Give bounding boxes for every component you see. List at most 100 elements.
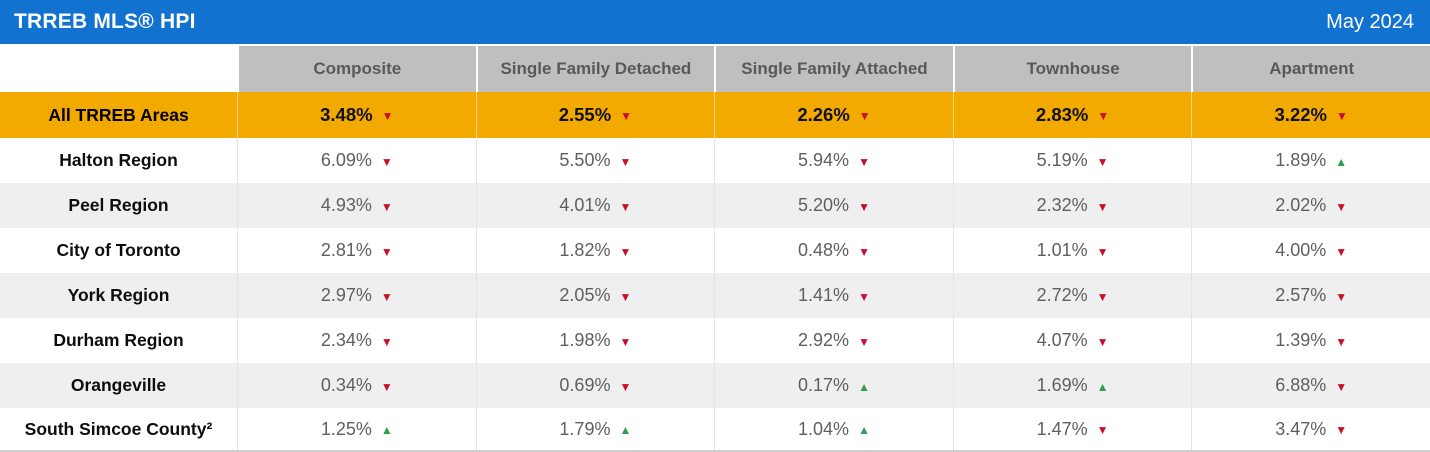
value-text: 0.69% — [559, 375, 611, 395]
column-header-townhouse: Townhouse — [952, 46, 1192, 92]
value-cell: 0.34% ▼ — [237, 363, 476, 408]
trend-arrow-icon: ▼ — [380, 154, 393, 169]
trend-arrow-icon: ▼ — [858, 199, 870, 214]
value-cell: 2.92% ▼ — [714, 318, 953, 363]
table-row-york-region: York Region 2.97% ▼ 2.05% ▼ 1.41% ▼ 2.72% ▼ … — [0, 273, 1430, 318]
table-row-all-trreb-areas: All TRREB Areas 3.48% ▼ 2.55% ▼ 2.26% ▼ 2.8… — [0, 92, 1430, 138]
value-cell: 5.94% ▼ — [714, 138, 953, 183]
value-cell: 1.79% ▲ — [475, 408, 715, 450]
trend-arrow-icon: ▼ — [380, 199, 393, 214]
table-row-peel-region: Peel Region 4.93% ▼ 4.01% ▼ 5.20% ▼ 2.32% ▼ … — [0, 183, 1430, 228]
value-cell: 0.69% ▼ — [475, 363, 715, 408]
value-cell: 2.05% ▼ — [475, 273, 715, 318]
trend-arrow-icon: ▼ — [1096, 423, 1109, 437]
trend-arrow-icon: ▼ — [619, 334, 632, 349]
value-cell: 1.82% ▼ — [475, 228, 715, 273]
value-text: 1.39% — [1275, 330, 1327, 350]
trend-arrow-icon: ▼ — [858, 334, 870, 349]
value-cell: 4.07% ▼ — [952, 318, 1192, 363]
value-cell: 2.26% ▼ — [714, 92, 953, 138]
value-text: 2.05% — [559, 285, 611, 305]
trend-arrow-icon: ▼ — [1335, 423, 1348, 437]
trend-arrow-icon: ▼ — [1335, 334, 1348, 349]
column-header-row: Composite Single Family Detached Single … — [0, 44, 1430, 92]
trend-arrow-icon: ▼ — [1097, 109, 1110, 123]
trend-arrow-icon: ▼ — [858, 244, 870, 259]
page-title: TRREB MLS® HPI — [14, 10, 196, 33]
trend-arrow-icon: ▼ — [858, 289, 870, 304]
trend-arrow-icon: ▼ — [381, 109, 394, 123]
value-text: 4.01% — [559, 195, 611, 215]
value-text: 1.79% — [559, 418, 611, 439]
value-text: 1.98% — [559, 330, 611, 350]
region-label: York Region — [67, 285, 170, 305]
value-cell: 1.41% ▼ — [714, 273, 953, 318]
value-cell: 2.55% ▼ — [475, 92, 715, 138]
trend-arrow-icon: ▼ — [1096, 199, 1109, 214]
trend-arrow-icon: ▼ — [1096, 244, 1109, 259]
region-label: All TRREB Areas — [48, 104, 189, 125]
value-text: 4.93% — [320, 195, 372, 215]
value-text: 2.26% — [797, 104, 850, 125]
trend-arrow-icon: ▼ — [1335, 289, 1348, 304]
value-cell: 1.69% ▲ — [952, 363, 1192, 408]
value-cell: 5.19% ▼ — [952, 138, 1192, 183]
value-cell: 6.09% ▼ — [237, 138, 476, 183]
value-cell: 0.48% ▼ — [714, 228, 953, 273]
value-cell: 3.22% ▼ — [1191, 92, 1430, 138]
region-label: South Simcoe County² — [24, 418, 213, 439]
trend-arrow-icon: ▼ — [380, 334, 393, 349]
value-cell: 0.17% ▲ — [714, 363, 953, 408]
region-label: City of Toronto — [56, 240, 181, 260]
trend-arrow-icon: ▼ — [1335, 379, 1348, 394]
value-text: 2.32% — [1036, 195, 1088, 215]
value-text: 6.09% — [320, 150, 372, 170]
value-cell: 3.47% ▼ — [1191, 408, 1430, 450]
value-text: 1.89% — [1275, 150, 1327, 170]
row-header-spacer — [0, 46, 237, 92]
value-cell: 4.93% ▼ — [237, 183, 476, 228]
value-text: 0.17% — [798, 375, 850, 395]
value-text: 2.55% — [558, 104, 612, 125]
trend-arrow-icon: ▲ — [1335, 154, 1348, 169]
value-cell: 2.32% ▼ — [952, 183, 1192, 228]
value-cell: 2.81% ▼ — [237, 228, 476, 273]
value-text: 1.25% — [320, 418, 372, 439]
region-label: Peel Region — [68, 195, 169, 215]
value-cell: 1.98% ▼ — [475, 318, 715, 363]
value-cell: 6.88% ▼ — [1191, 363, 1430, 408]
table-row-south-simcoe-county: South Simcoe County² 1.25% ▲ 1.79% ▲ 1.04%… — [0, 408, 1430, 452]
trend-arrow-icon: ▼ — [1335, 109, 1348, 123]
trend-arrow-icon: ▼ — [858, 109, 871, 123]
value-text: 5.50% — [559, 150, 611, 170]
trend-arrow-icon: ▲ — [858, 379, 870, 394]
value-cell: 5.50% ▼ — [475, 138, 715, 183]
value-cell: 1.04% ▲ — [714, 408, 953, 450]
value-text: 5.19% — [1036, 150, 1088, 170]
trend-arrow-icon: ▲ — [619, 423, 632, 437]
value-text: 4.00% — [1275, 240, 1327, 260]
value-cell: 3.48% ▼ — [237, 92, 476, 138]
trend-arrow-icon: ▼ — [619, 289, 632, 304]
column-header-single-family-detached: Single Family Detached — [475, 46, 715, 92]
trend-arrow-icon: ▼ — [619, 154, 632, 169]
value-cell: 4.00% ▼ — [1191, 228, 1430, 273]
value-cell: 1.47% ▼ — [952, 408, 1192, 450]
trend-arrow-icon: ▼ — [380, 244, 393, 259]
value-text: 3.22% — [1274, 104, 1327, 125]
value-text: 1.04% — [798, 418, 850, 439]
value-text: 0.34% — [320, 375, 372, 395]
trend-arrow-icon: ▼ — [619, 244, 632, 259]
trend-arrow-icon: ▲ — [858, 423, 870, 437]
region-label: Halton Region — [59, 150, 178, 170]
value-cell: 2.97% ▼ — [237, 273, 476, 318]
value-cell: 1.01% ▼ — [952, 228, 1192, 273]
value-text: 2.57% — [1275, 285, 1327, 305]
trend-arrow-icon: ▲ — [1096, 379, 1109, 394]
value-text: 1.69% — [1036, 375, 1088, 395]
trend-arrow-icon: ▼ — [1335, 244, 1348, 259]
value-text: 2.81% — [320, 240, 372, 260]
column-header-composite: Composite — [237, 46, 476, 92]
column-header-single-family-attached: Single Family Attached — [714, 46, 953, 92]
